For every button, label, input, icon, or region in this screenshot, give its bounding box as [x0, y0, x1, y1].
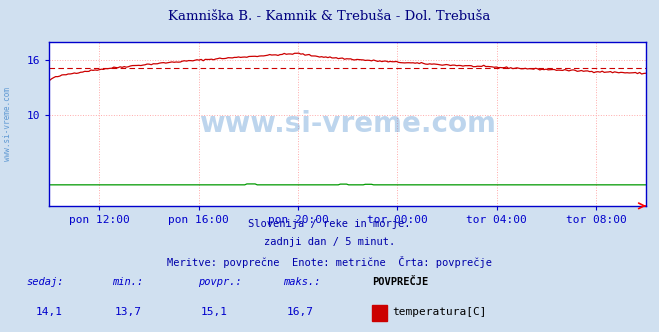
Text: Slovenija / reke in morje.: Slovenija / reke in morje.: [248, 219, 411, 229]
Text: maks.:: maks.:: [283, 277, 321, 287]
Text: povpr.:: povpr.:: [198, 277, 241, 287]
Text: Meritve: povprečne  Enote: metrične  Črta: povprečje: Meritve: povprečne Enote: metrične Črta:…: [167, 256, 492, 268]
Text: www.si-vreme.com: www.si-vreme.com: [199, 110, 496, 138]
Text: sedaj:: sedaj:: [26, 277, 64, 287]
Text: 14,1: 14,1: [36, 307, 63, 317]
Text: 16,7: 16,7: [287, 307, 313, 317]
Text: Kamniška B. - Kamnik & Trebuša - Dol. Trebuša: Kamniška B. - Kamnik & Trebuša - Dol. Tr…: [168, 10, 491, 23]
Text: min.:: min.:: [112, 277, 143, 287]
Text: 13,7: 13,7: [115, 307, 142, 317]
Text: 15,1: 15,1: [201, 307, 227, 317]
Text: zadnji dan / 5 minut.: zadnji dan / 5 minut.: [264, 237, 395, 247]
Text: www.si-vreme.com: www.si-vreme.com: [3, 87, 13, 161]
Text: POVPREČJE: POVPREČJE: [372, 277, 428, 287]
Text: temperatura[C]: temperatura[C]: [392, 307, 486, 317]
